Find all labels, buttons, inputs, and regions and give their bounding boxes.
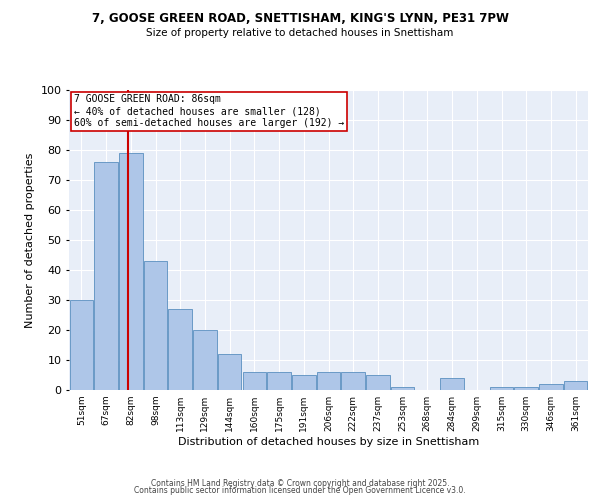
Text: 7, GOOSE GREEN ROAD, SNETTISHAM, KING'S LYNN, PE31 7PW: 7, GOOSE GREEN ROAD, SNETTISHAM, KING'S … — [91, 12, 509, 26]
Text: Contains public sector information licensed under the Open Government Licence v3: Contains public sector information licen… — [134, 486, 466, 495]
Bar — [169, 309, 192, 390]
Bar — [514, 387, 538, 390]
Bar — [94, 162, 118, 390]
Bar — [341, 372, 365, 390]
Bar — [70, 300, 93, 390]
Bar — [440, 378, 464, 390]
Y-axis label: Number of detached properties: Number of detached properties — [25, 152, 35, 328]
X-axis label: Distribution of detached houses by size in Snettisham: Distribution of detached houses by size … — [178, 437, 479, 447]
Bar — [242, 372, 266, 390]
Bar — [366, 375, 389, 390]
Bar — [144, 261, 167, 390]
Bar — [292, 375, 316, 390]
Bar — [218, 354, 241, 390]
Text: Contains HM Land Registry data © Crown copyright and database right 2025.: Contains HM Land Registry data © Crown c… — [151, 478, 449, 488]
Bar — [391, 387, 415, 390]
Text: Size of property relative to detached houses in Snettisham: Size of property relative to detached ho… — [146, 28, 454, 38]
Bar — [490, 387, 513, 390]
Bar — [564, 381, 587, 390]
Bar — [119, 153, 143, 390]
Bar — [268, 372, 291, 390]
Bar — [193, 330, 217, 390]
Text: 7 GOOSE GREEN ROAD: 86sqm
← 40% of detached houses are smaller (128)
60% of semi: 7 GOOSE GREEN ROAD: 86sqm ← 40% of detac… — [74, 94, 344, 128]
Bar — [317, 372, 340, 390]
Bar — [539, 384, 563, 390]
